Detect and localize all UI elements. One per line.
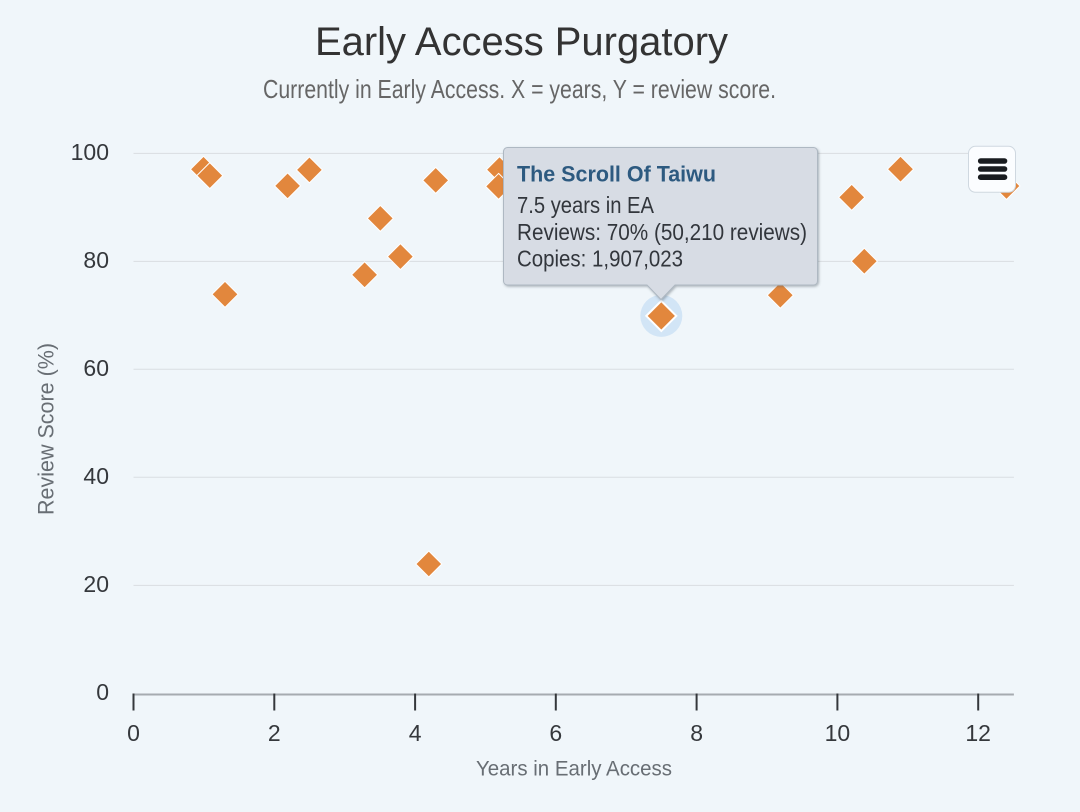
svg-text:0: 0	[96, 679, 109, 705]
svg-text:Review Score (%): Review Score (%)	[34, 343, 59, 515]
svg-text:40: 40	[83, 463, 109, 489]
svg-text:Early Access Purgatory: Early Access Purgatory	[315, 20, 728, 64]
svg-text:Copies: 1,907,023: Copies: 1,907,023	[517, 246, 683, 272]
svg-text:12: 12	[965, 720, 991, 746]
svg-text:20: 20	[83, 571, 109, 597]
svg-text:80: 80	[83, 247, 109, 273]
svg-text:2: 2	[268, 720, 281, 746]
svg-text:Years in Early Access: Years in Early Access	[476, 758, 672, 781]
svg-text:0: 0	[127, 720, 140, 746]
svg-text:6: 6	[549, 720, 562, 746]
svg-text:7.5 years in EA: 7.5 years in EA	[517, 192, 655, 218]
svg-text:4: 4	[409, 720, 422, 746]
svg-text:The Scroll Of Taiwu: The Scroll Of Taiwu	[517, 162, 716, 187]
svg-text:8: 8	[690, 720, 703, 746]
svg-text:10: 10	[825, 720, 851, 746]
svg-text:Reviews: 70% (50,210 reviews): Reviews: 70% (50,210 reviews)	[517, 219, 807, 245]
svg-text:Currently in Early Access. X =: Currently in Early Access. X = years, Y …	[263, 74, 776, 104]
svg-text:60: 60	[83, 355, 109, 381]
svg-text:100: 100	[71, 139, 109, 165]
